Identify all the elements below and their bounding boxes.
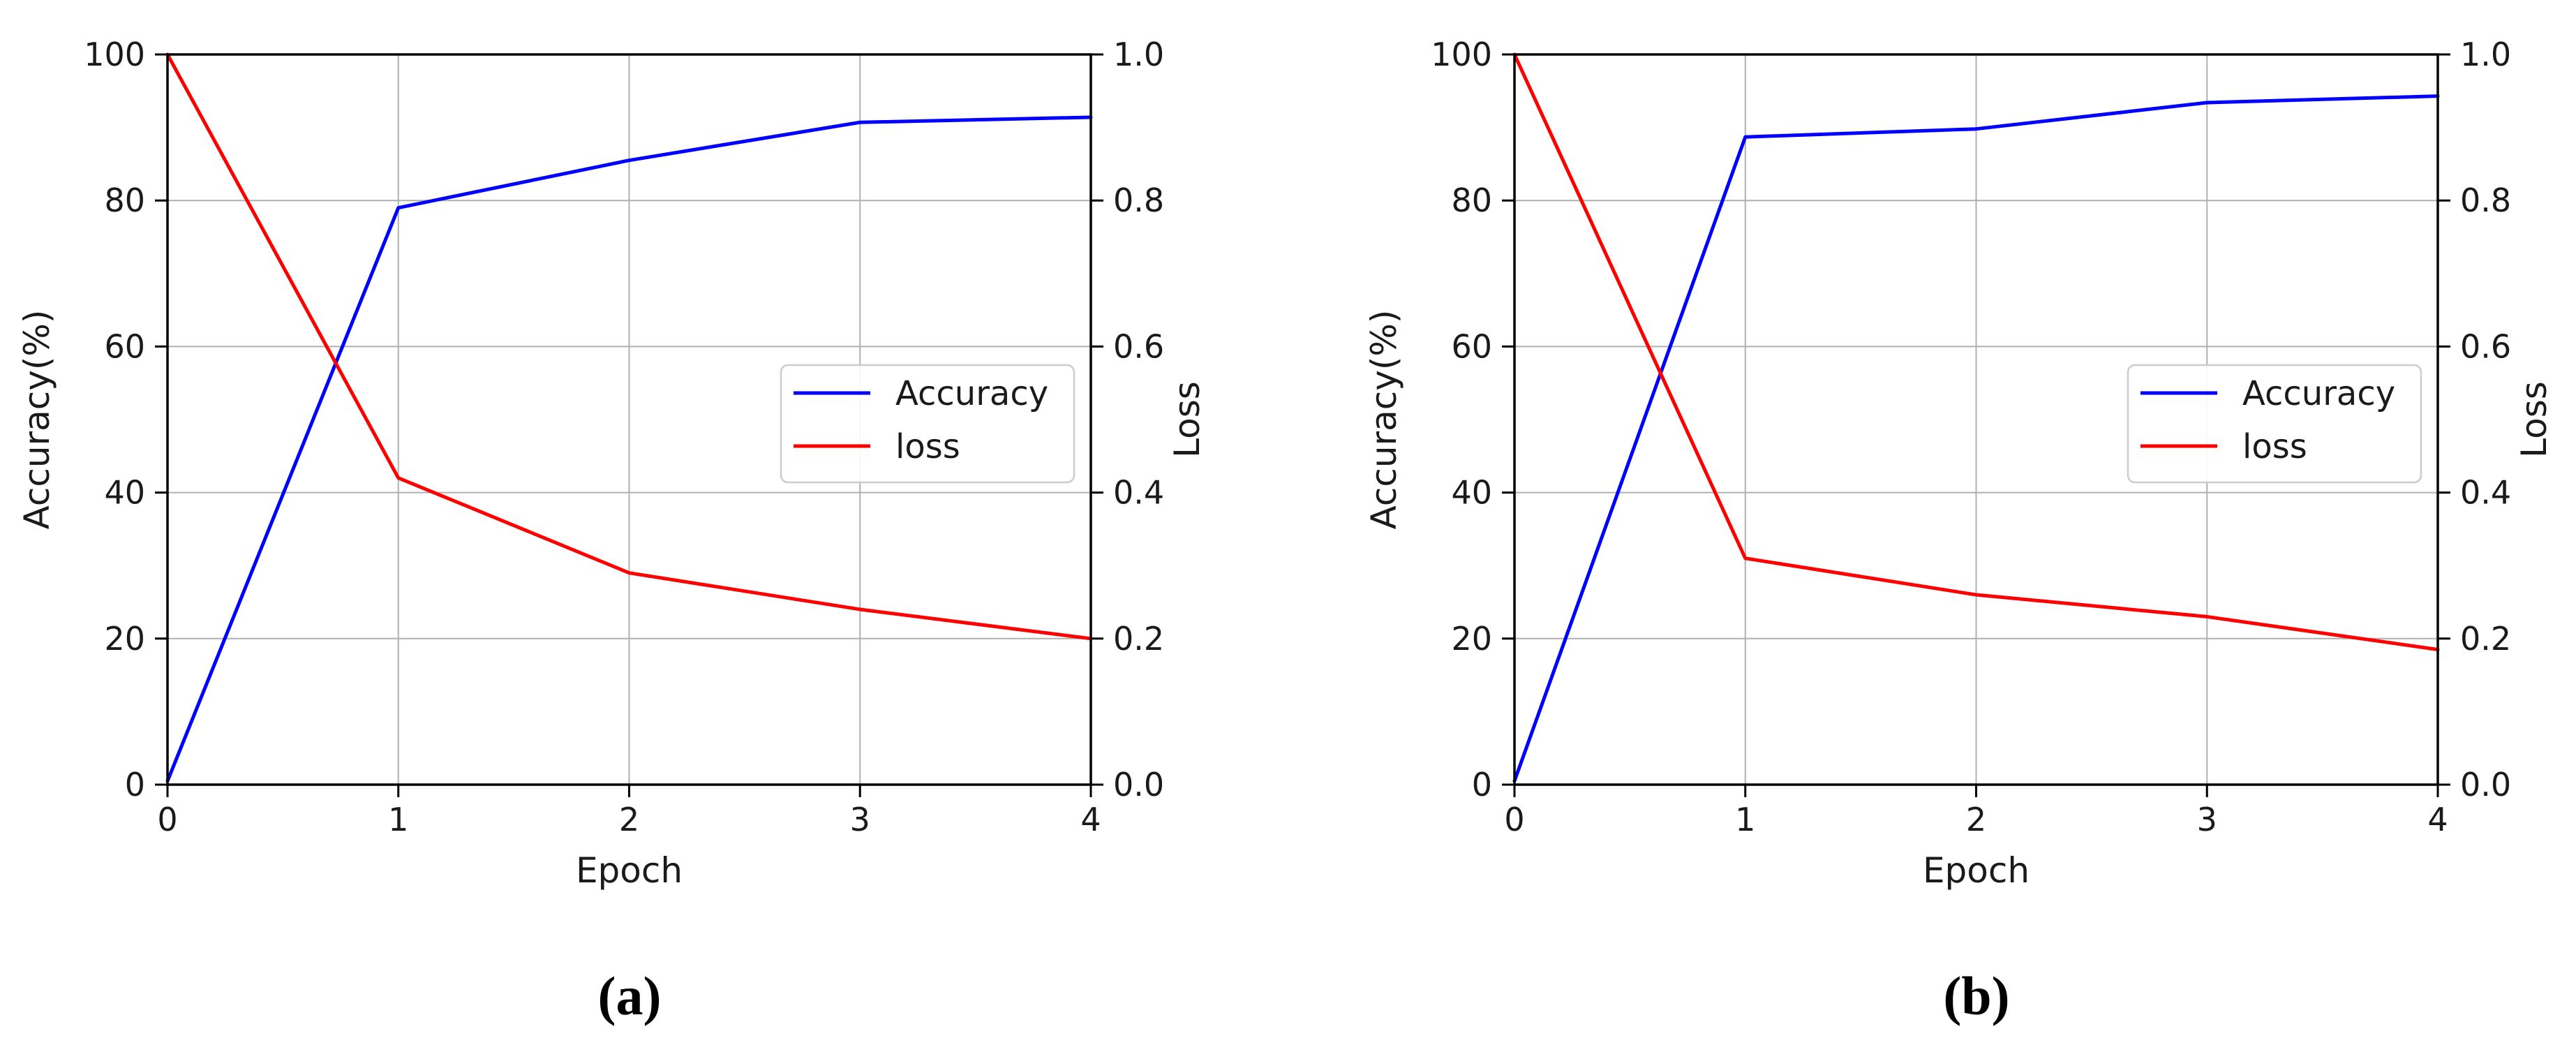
legend-loss-label: loss — [895, 427, 960, 466]
y-right-tick-label: 1.0 — [1113, 36, 1164, 73]
y-right-tick-label: 0.4 — [2460, 474, 2511, 512]
legend-loss-label: loss — [2242, 427, 2307, 466]
chart-a-accuracy-loss-plot: 0 1 2 3 40204060801000.00.20.40.60.81.0Epoch… — [17, 36, 1207, 891]
x-tick-label: 1 — [1735, 801, 1755, 838]
accuracy-line — [165, 115, 1093, 783]
y-left-tick-label: 0 — [125, 766, 145, 803]
y-axis-label-right: Loss — [2514, 381, 2554, 458]
x-tick-label: 2 — [619, 801, 639, 838]
caption-a: (a) — [597, 965, 662, 1026]
y-left-tick-label: 100 — [84, 36, 145, 73]
chart-b-accuracy-loss-plot: 0 1 2 3 40204060801000.00.20.40.60.81.0Epoch… — [1364, 36, 2554, 891]
x-axis-label: Epoch — [1923, 850, 2030, 891]
legend-accuracy-label: Accuracy — [895, 374, 1048, 413]
accuracy-line — [1512, 94, 2440, 783]
x-tick-label: 4 — [1080, 801, 1101, 838]
y-right-tick-label: 0.2 — [1113, 620, 1164, 658]
y-right-tick-label: 0.8 — [1113, 181, 1164, 219]
y-left-tick-label: 0 — [1472, 766, 1492, 803]
x-tick-label: 0 — [1504, 801, 1524, 838]
y-right-tick-label: 0.8 — [2460, 181, 2511, 219]
loss-line — [1512, 52, 2440, 651]
x-tick-label: 3 — [2197, 801, 2217, 838]
y-right-tick-label: 0.4 — [1113, 474, 1164, 512]
y-right-tick-label: 0.2 — [2460, 620, 2511, 658]
y-axis-label-left: Accuracy(%) — [1364, 310, 1404, 530]
x-axis-label: Epoch — [576, 850, 683, 891]
x-tick-label: 3 — [850, 801, 870, 838]
x-tick-label: 0 — [157, 801, 177, 838]
y-left-tick-label: 20 — [1451, 620, 1492, 658]
y-axis-label-left: Accuracy(%) — [17, 310, 57, 530]
y-right-tick-label: 0.6 — [2460, 327, 2511, 365]
y-left-tick-label: 60 — [104, 327, 145, 365]
y-left-tick-label: 60 — [1451, 327, 1492, 365]
x-tick-label: 2 — [1966, 801, 1986, 838]
y-left-tick-label: 20 — [104, 620, 145, 658]
legend-accuracy-label: Accuracy — [2242, 374, 2395, 413]
y-left-tick-label: 40 — [1451, 474, 1492, 512]
x-tick-label: 1 — [388, 801, 408, 838]
caption-b: (b) — [1943, 965, 2010, 1026]
y-left-tick-label: 80 — [104, 181, 145, 219]
x-tick-label: 4 — [2427, 801, 2448, 838]
y-right-tick-label: 0.6 — [1113, 327, 1164, 365]
y-left-tick-label: 100 — [1431, 36, 1492, 73]
y-left-tick-label: 80 — [1451, 181, 1492, 219]
y-right-tick-label: 0.0 — [2460, 766, 2511, 803]
loss-line — [165, 52, 1093, 641]
y-left-tick-label: 40 — [104, 474, 145, 512]
y-right-tick-label: 1.0 — [2460, 36, 2511, 73]
y-right-tick-label: 0.0 — [1113, 766, 1164, 803]
y-axis-label-right: Loss — [1167, 381, 1207, 458]
